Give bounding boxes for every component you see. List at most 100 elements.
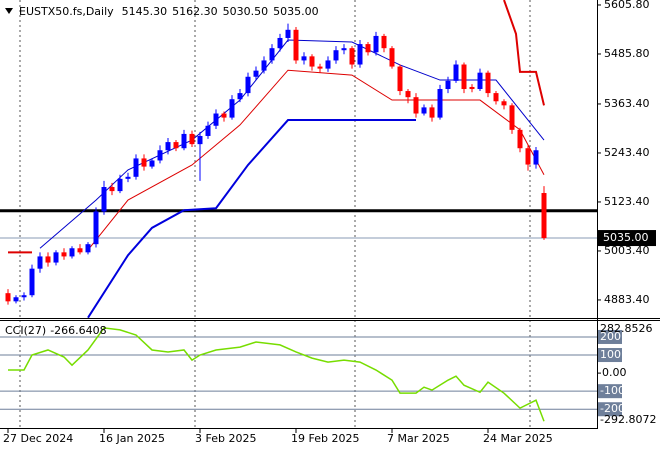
candle-body [237,93,243,100]
candle-body [213,113,219,126]
candle-body [365,44,371,53]
candle-body [93,211,99,245]
candle-body [29,268,35,296]
x-tick-label: 27 Dec 2024 [3,432,73,445]
candle-body [45,256,51,263]
candle-body [53,252,59,263]
candle-body [453,64,459,81]
y-range-label: -292.8072 [600,413,656,426]
chart-title: EUSTX50.fs,Daily [19,5,114,18]
x-tick-label: 3 Feb 2025 [195,432,256,445]
candle-body [181,133,187,149]
header-value: 5035.00 [273,5,319,18]
candle-body [253,70,259,77]
x-tick-label: 16 Jan 2025 [99,432,165,445]
candle-body [37,256,43,269]
candle-body [477,72,483,90]
candle-body [333,50,339,61]
candle-body [205,125,211,136]
candle-body [69,248,75,257]
candle-body [301,56,307,61]
candle-body [141,158,147,167]
overlay-line [87,69,545,251]
indicator-value: -266.6408 [50,324,106,337]
last-price-box [598,230,656,247]
candle-body [525,148,531,165]
candle-body [221,113,227,118]
candle-body [5,293,11,302]
candle-body [133,158,139,177]
candle-body [229,99,235,118]
candle-body [509,105,515,130]
candle-body [429,107,435,118]
x-tick-label: 7 Mar 2025 [387,432,450,445]
candle-body [261,60,267,71]
candle-body [469,86,475,90]
x-tick-label: 24 Mar 2025 [483,432,553,445]
candle-body [245,76,251,94]
y-tick-label: 5003.40 [604,244,650,257]
y-tick-label: 5123.40 [604,195,650,208]
candle-body [309,56,315,67]
level-label: 200 [600,330,621,343]
candle-body [397,66,403,92]
candle-body [77,248,83,253]
y-tick-label: 5485.80 [604,47,650,60]
candle-body [493,93,499,102]
candle-body [173,142,179,149]
last-price-label: 5035.00 [603,231,649,244]
candle-body [21,295,27,298]
overlay-line [503,0,545,106]
candle-body [541,193,547,239]
y-tick-label: 5605.80 [604,0,650,11]
candle-body [109,187,115,192]
candle-body [349,48,355,65]
y-tick-label: 4883.40 [604,293,650,306]
overlay-line [87,119,416,319]
level-label: -100 [600,384,625,397]
candle-body [149,160,155,167]
candle-body [157,150,163,161]
candle-body [61,252,67,257]
candle-body [285,29,291,38]
frame [0,0,660,429]
candle-body [125,176,131,179]
y-tick-label: 5363.40 [604,97,650,110]
candle-body [197,135,203,145]
candle-body [445,80,451,90]
level-label: 100 [600,348,621,361]
candle-body [117,178,123,192]
candle-body [293,29,299,61]
candle-body [405,91,411,98]
x-tick-label: 19 Feb 2025 [291,432,359,445]
candle-body [421,107,427,114]
candle-body [85,244,91,253]
y-range-label: 282.8526 [600,322,653,335]
candle-body [437,89,443,118]
level-label-box [598,348,622,363]
candle-body [413,97,419,114]
candle-body [317,66,323,69]
candle-body [381,35,387,49]
level-label-box [598,384,622,399]
level-label-box [598,329,622,344]
candle-body [341,48,347,51]
candle-body [461,64,467,90]
candle-body [485,72,491,94]
header-value: 5162.30 [172,5,218,18]
candle-body [517,129,523,149]
plot-layer [0,0,597,422]
header-value: 5030.50 [223,5,269,18]
candle-body [13,297,19,302]
indicator-title: CCI(27) [5,324,46,337]
candle-body [277,37,283,49]
candle-body [373,35,379,53]
candle-body [501,101,507,106]
candle-body [189,133,195,145]
collapse-icon [5,8,13,14]
y-tick-label: 5243.40 [604,146,650,159]
candle-body [357,44,363,65]
indicator-line [8,327,545,422]
